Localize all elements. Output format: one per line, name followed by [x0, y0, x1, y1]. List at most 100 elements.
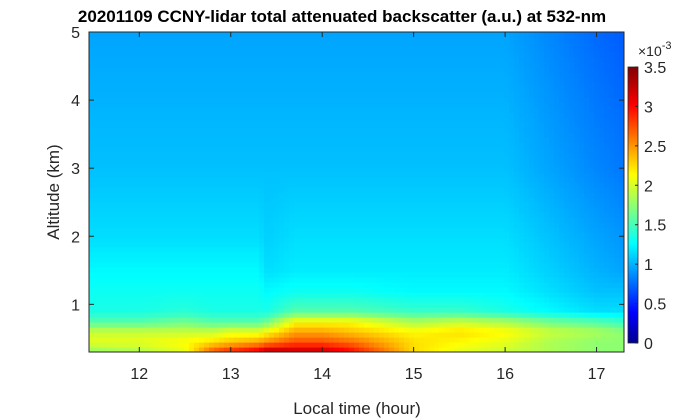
- heatmap-cell: [334, 72, 340, 78]
- heatmap-cell: [129, 212, 135, 218]
- heatmap-cell: [384, 207, 390, 213]
- heatmap-cell: [369, 47, 375, 53]
- heatmap-cell: [269, 247, 275, 253]
- heatmap-cell: [294, 32, 300, 38]
- heatmap-cell: [184, 197, 190, 203]
- heatmap-cell: [444, 332, 450, 338]
- heatmap-cell: [229, 167, 235, 173]
- heatmap-cell: [339, 332, 345, 338]
- heatmap-cell: [394, 237, 400, 243]
- heatmap-cell: [229, 87, 235, 93]
- heatmap-cell: [374, 347, 380, 352]
- heatmap-cell: [434, 62, 440, 68]
- heatmap-cell: [209, 242, 215, 248]
- heatmap-cell: [89, 142, 95, 148]
- heatmap-cell: [239, 202, 245, 208]
- heatmap-cell: [309, 232, 315, 238]
- heatmap-cell: [224, 162, 230, 168]
- heatmap-cell: [179, 32, 185, 38]
- heatmap-cell: [439, 112, 445, 118]
- heatmap-cell: [419, 117, 425, 123]
- heatmap-cell: [159, 127, 165, 133]
- heatmap-cell: [104, 317, 110, 323]
- heatmap-cell: [419, 147, 425, 153]
- heatmap-cell: [439, 187, 445, 193]
- heatmap-cell: [274, 267, 280, 273]
- heatmap-cell: [149, 77, 155, 83]
- heatmap-cell: [159, 57, 165, 63]
- heatmap-cell: [329, 217, 335, 223]
- heatmap-cell: [109, 52, 115, 58]
- heatmap-cell: [279, 92, 285, 98]
- heatmap-cell: [284, 317, 290, 323]
- heatmap-cell: [224, 272, 230, 278]
- heatmap-cell: [449, 257, 455, 263]
- heatmap-cell: [234, 227, 240, 233]
- heatmap-cell: [364, 342, 370, 348]
- heatmap-cell: [444, 37, 450, 43]
- heatmap-cell: [119, 252, 125, 258]
- heatmap-cell: [379, 192, 385, 198]
- heatmap-cell: [409, 247, 415, 253]
- heatmap-cell: [114, 142, 120, 148]
- heatmap-cell: [299, 97, 305, 103]
- heatmap-cell: [254, 317, 260, 323]
- heatmap-cell: [464, 347, 470, 352]
- heatmap-cell: [199, 87, 205, 93]
- heatmap-cell: [454, 342, 460, 348]
- heatmap-cell: [114, 327, 120, 333]
- heatmap-cell: [334, 122, 340, 128]
- heatmap-cell: [334, 112, 340, 118]
- heatmap-cell: [409, 232, 415, 238]
- heatmap-cell: [249, 192, 255, 198]
- heatmap-cell: [394, 122, 400, 128]
- heatmap-cell: [119, 202, 125, 208]
- heatmap-cell: [264, 87, 270, 93]
- heatmap-cell: [149, 197, 155, 203]
- heatmap-cell: [249, 177, 255, 183]
- heatmap-cell: [99, 52, 105, 58]
- heatmap-cell: [99, 72, 105, 78]
- heatmap-cell: [424, 272, 430, 278]
- heatmap-cell: [234, 202, 240, 208]
- heatmap-cell: [289, 322, 295, 328]
- heatmap-cell: [174, 292, 180, 298]
- heatmap-cell: [309, 247, 315, 253]
- heatmap-cell: [309, 297, 315, 303]
- heatmap-cell: [139, 207, 145, 213]
- heatmap-cell: [229, 107, 235, 113]
- heatmap-cell: [119, 137, 125, 143]
- heatmap-cell: [374, 107, 380, 113]
- heatmap-cell: [119, 62, 125, 68]
- heatmap-cell: [149, 227, 155, 233]
- heatmap-cell: [124, 152, 130, 158]
- heatmap-cell: [449, 207, 455, 213]
- heatmap-cell: [194, 202, 200, 208]
- heatmap-cell: [309, 62, 315, 68]
- heatmap-cell: [119, 277, 125, 283]
- heatmap-cell: [164, 287, 170, 293]
- heatmap-cell: [304, 102, 310, 108]
- heatmap-cell: [219, 42, 225, 48]
- heatmap-cell: [124, 197, 130, 203]
- heatmap-cell: [409, 172, 415, 178]
- heatmap-cell: [254, 62, 260, 68]
- heatmap-cell: [429, 252, 435, 258]
- heatmap-cell: [469, 237, 475, 243]
- heatmap-cell: [364, 332, 370, 338]
- heatmap-cell: [179, 152, 185, 158]
- heatmap-cell: [134, 72, 140, 78]
- heatmap-cell: [349, 182, 355, 188]
- heatmap-cell: [454, 212, 460, 218]
- heatmap-cell: [389, 187, 395, 193]
- heatmap-cell: [414, 192, 420, 198]
- heatmap-cell: [359, 172, 365, 178]
- heatmap-cell: [159, 197, 165, 203]
- heatmap-cell: [219, 277, 225, 283]
- heatmap-cell: [234, 232, 240, 238]
- heatmap-cell: [134, 127, 140, 133]
- heatmap-cell: [444, 247, 450, 253]
- heatmap-cell: [324, 97, 330, 103]
- heatmap-cell: [259, 52, 265, 58]
- heatmap-cell: [224, 202, 230, 208]
